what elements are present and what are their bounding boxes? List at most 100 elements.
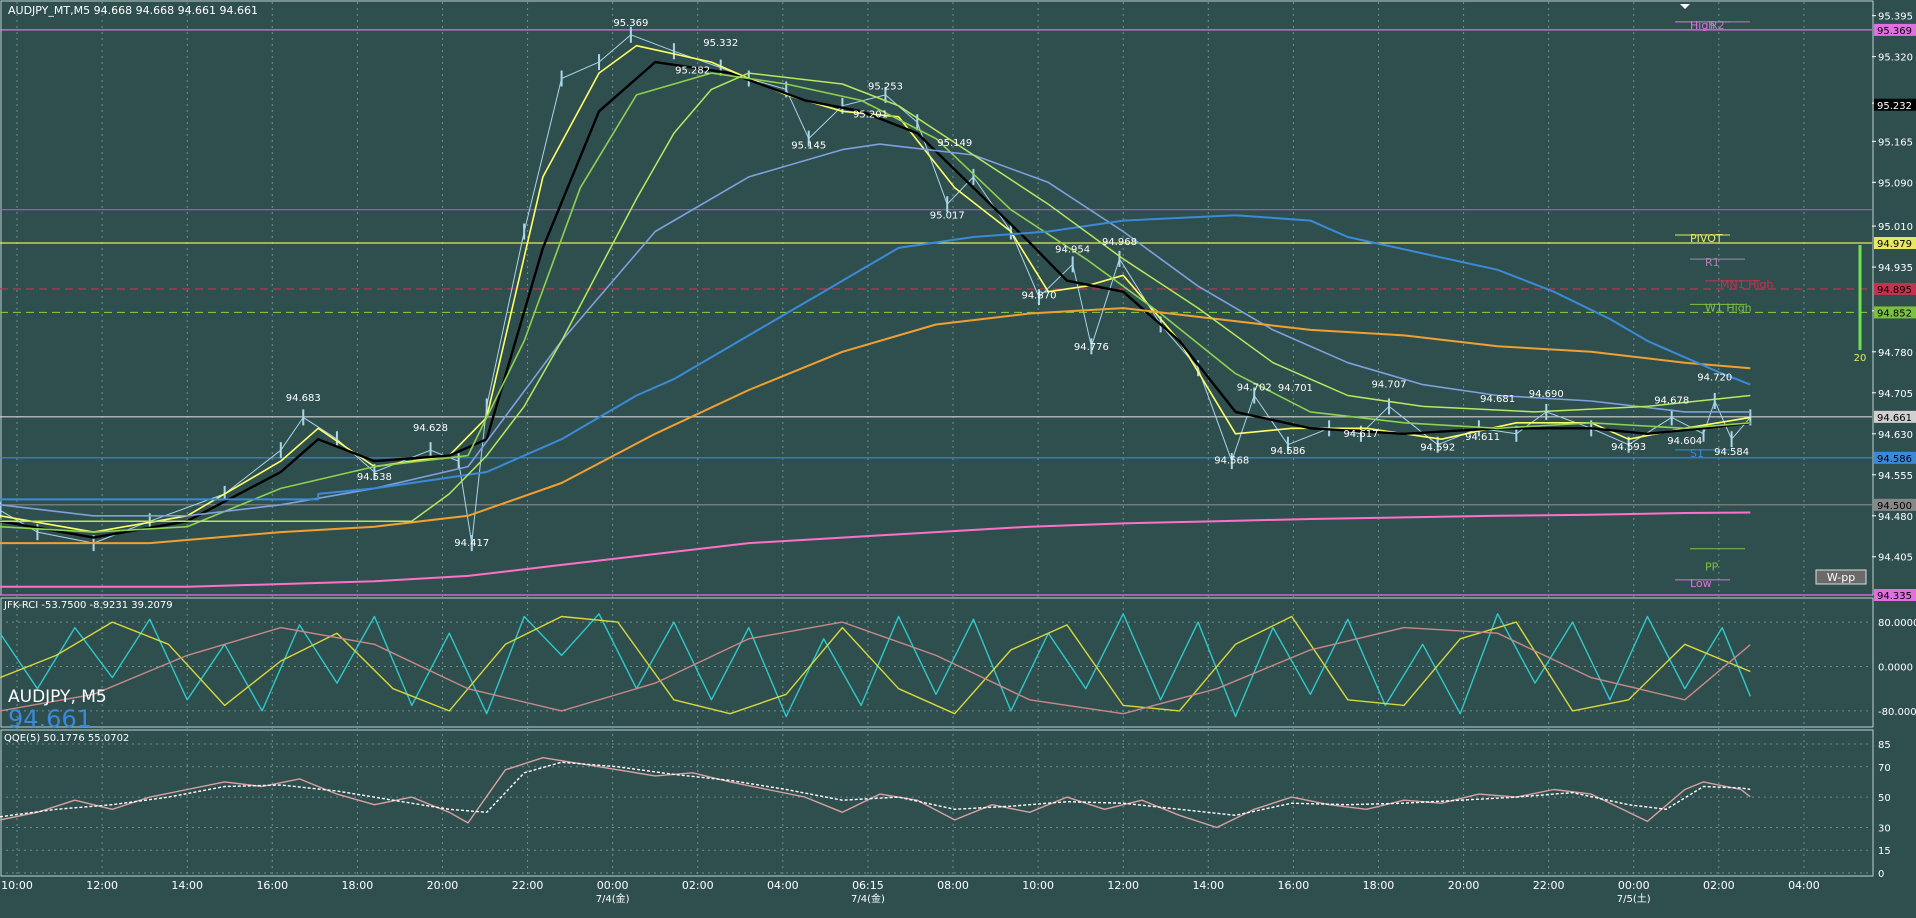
level-label: MN1 High bbox=[1720, 278, 1774, 291]
level-label: PP bbox=[1705, 561, 1719, 574]
price-annotation: 94.968 bbox=[1102, 237, 1137, 248]
price-annotation: 95.253 bbox=[868, 81, 903, 92]
price-annotation: 94.720 bbox=[1697, 373, 1732, 384]
qqe-panel-frame bbox=[0, 729, 1874, 877]
price-annotation: 94.954 bbox=[1055, 245, 1090, 256]
price-tick-label: 94.780 bbox=[1878, 348, 1913, 359]
time-tick-label: 00:00 bbox=[597, 879, 629, 892]
price-series-step-blue bbox=[0, 214, 1751, 501]
price-annotation: 94.584 bbox=[1714, 447, 1749, 458]
time-tick-label: 18:00 bbox=[1363, 879, 1395, 892]
price-tag-label: 94.661 bbox=[1877, 413, 1912, 424]
qqe-series-qqe-signal bbox=[0, 761, 1751, 818]
price-tag-label: 94.335 bbox=[1877, 591, 1912, 602]
price-tick-label: 94.705 bbox=[1878, 389, 1913, 400]
price-tick-label: 94.630 bbox=[1878, 430, 1913, 441]
level-label: PIVOT bbox=[1690, 232, 1723, 245]
price-tag bbox=[1874, 23, 1916, 36]
rci-panel-frame bbox=[0, 597, 1874, 728]
price-tag bbox=[1874, 237, 1916, 250]
price-tick-label: 95.010 bbox=[1878, 222, 1913, 233]
price-series-ma-orange bbox=[0, 307, 1751, 545]
price-annotation: 94.538 bbox=[357, 472, 392, 483]
price-series-ema-slow bbox=[0, 72, 1751, 533]
price-annotation: 95.017 bbox=[930, 210, 965, 221]
price-annotation: 94.701 bbox=[1278, 383, 1313, 394]
axis-labels: 10:00 12:00 14:00 16:00 18:00 20:00 22:00 00:00… bbox=[1, 12, 1916, 905]
qqe-tick-label: 85 bbox=[1878, 740, 1891, 751]
price-annotation: 95.201 bbox=[853, 110, 888, 121]
price-annotation: 95.282 bbox=[675, 65, 710, 76]
price-tick-label: 95.320 bbox=[1878, 53, 1913, 64]
qqe-panel-title: QQE(5) 50.1776 55.0702 bbox=[4, 733, 129, 744]
time-tick-label: 04:00 bbox=[767, 879, 799, 892]
price-annotation: 94.611 bbox=[1465, 432, 1500, 443]
rci-tick-label: -80.0000 bbox=[1878, 707, 1916, 718]
price-tag-label: 94.500 bbox=[1877, 501, 1912, 512]
qqe-tick-label: 0 bbox=[1878, 869, 1884, 880]
price-series-ma-blue bbox=[0, 143, 1751, 517]
price-annotation: 94.870 bbox=[1021, 291, 1056, 302]
price-annotation: 94.592 bbox=[1420, 443, 1455, 454]
time-tick-label: 22:00 bbox=[512, 879, 544, 892]
time-tick-label: 20:00 bbox=[1448, 879, 1480, 892]
time-tick-label: 16:00 bbox=[256, 879, 288, 892]
price-tag-label: 94.895 bbox=[1877, 285, 1912, 296]
price-annotation: 94.683 bbox=[286, 393, 321, 404]
price-tick-label: 95.165 bbox=[1878, 137, 1913, 148]
price-tag bbox=[1874, 98, 1916, 111]
counter-label: 20 bbox=[1854, 353, 1867, 364]
time-tick-label: 12:00 bbox=[86, 879, 118, 892]
price-panel-title: AUDJPY_MT,M5 94.668 94.668 94.661 94.661 bbox=[8, 4, 258, 17]
price-tag-label: 94.852 bbox=[1877, 308, 1912, 319]
qqe-tick-label: 50 bbox=[1878, 793, 1891, 804]
price-tag bbox=[1874, 498, 1916, 511]
price-annotation: 94.707 bbox=[1372, 380, 1407, 391]
rci-tick-label: 0.0000 bbox=[1878, 663, 1913, 674]
symbol-price: 94.661 bbox=[8, 705, 92, 733]
level-label: W1 High bbox=[1705, 301, 1752, 314]
date-tick-label: 7/4(金) bbox=[596, 892, 630, 905]
time-tick-label: 02:00 bbox=[1703, 879, 1735, 892]
price-tag bbox=[1874, 451, 1916, 464]
time-tick-label: 06:15 bbox=[852, 879, 884, 892]
price-annotation: 94.568 bbox=[1214, 456, 1249, 467]
chart-shift-marker[interactable] bbox=[1680, 4, 1690, 9]
qqe-tick-label: 70 bbox=[1878, 763, 1891, 774]
date-tick-label: 7/4(金) bbox=[851, 892, 885, 905]
price-tick-label: 94.555 bbox=[1878, 471, 1913, 482]
time-tick-label: 08:00 bbox=[937, 879, 969, 892]
price-annotation: 94.678 bbox=[1654, 396, 1689, 407]
price-series-ema-fast bbox=[0, 44, 1751, 533]
time-tick-label: 10:00 bbox=[1, 879, 33, 892]
price-series-step-lime bbox=[0, 72, 1751, 522]
price-tag bbox=[1874, 589, 1916, 601]
price-tag-label: 94.979 bbox=[1877, 239, 1912, 250]
level-label: Low bbox=[1690, 577, 1712, 590]
price-series-ema-mid bbox=[0, 60, 1751, 539]
time-tick-label: 20:00 bbox=[427, 879, 459, 892]
price-annotation: 94.690 bbox=[1529, 389, 1564, 400]
price-annotation: 94.617 bbox=[1343, 429, 1378, 440]
time-tick-label: 22:00 bbox=[1533, 879, 1565, 892]
price-tag bbox=[1874, 306, 1916, 319]
price-annotation: 94.593 bbox=[1611, 442, 1646, 453]
rci-series-rci-long bbox=[0, 621, 1751, 715]
price-annotation: 94.417 bbox=[454, 538, 489, 549]
rci-panel-title: JFK-RCI -53.7500 -8.9231 39.2079 bbox=[3, 600, 173, 611]
price-annotation: 95.332 bbox=[703, 38, 738, 49]
price-tick-label: 94.480 bbox=[1878, 512, 1913, 523]
time-tick-label: 12:00 bbox=[1107, 879, 1139, 892]
price-tick-label: 95.395 bbox=[1878, 12, 1913, 23]
symbol-label: AUDJPY, M5 bbox=[8, 687, 107, 707]
time-tick-label: 14:00 bbox=[171, 879, 203, 892]
price-tick-label: 94.935 bbox=[1878, 263, 1913, 274]
time-tick-label: 02:00 bbox=[682, 879, 714, 892]
price-tick-label: 95.090 bbox=[1878, 178, 1913, 189]
price-tag-label: 95.369 bbox=[1877, 26, 1912, 37]
price-tick-label: 94.405 bbox=[1878, 553, 1913, 564]
time-tick-label: 16:00 bbox=[1278, 879, 1310, 892]
qqe-series-qqe-main bbox=[0, 757, 1751, 829]
